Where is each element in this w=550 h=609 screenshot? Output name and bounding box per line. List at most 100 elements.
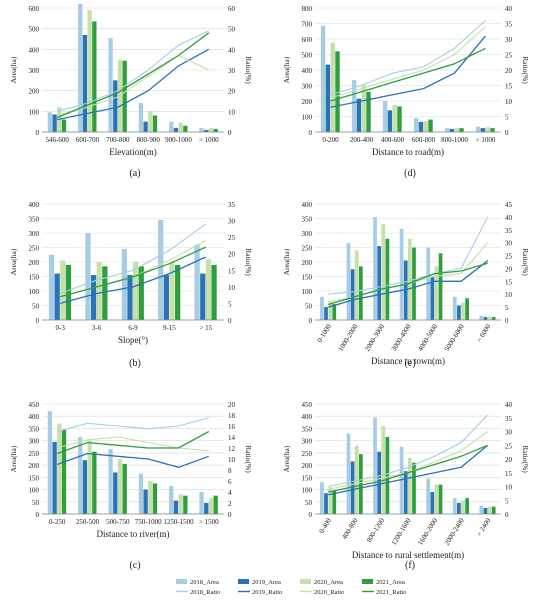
y2-tick-label: 18 — [228, 412, 236, 420]
bar — [213, 495, 218, 514]
legend-item-label: 2019_Area — [252, 579, 281, 586]
bar — [392, 104, 397, 132]
y2-tick-label: 35 — [505, 21, 513, 29]
x-tick-label: 0-400 — [318, 516, 334, 535]
x-tick-label: 900-1000 — [165, 136, 192, 144]
y2-tick-label: 14 — [228, 434, 236, 442]
x-tick-label: 1200-1600 — [390, 516, 413, 546]
bar — [418, 121, 424, 132]
y2-tick-label: 0 — [505, 129, 509, 137]
bar — [65, 264, 72, 320]
bar — [133, 262, 139, 320]
y-tick-label: 250 — [29, 450, 40, 458]
bar — [423, 121, 428, 132]
bar — [490, 128, 495, 132]
y2-tick-label: 10 — [505, 291, 513, 299]
panel-label: (c) — [129, 560, 140, 571]
bar — [457, 305, 461, 320]
y-tick-label: 50 — [305, 499, 313, 507]
y-tick-label: 450 — [302, 401, 313, 409]
y-tick-label: 200 — [302, 462, 313, 470]
y2-tick-label: 30 — [228, 218, 236, 226]
y-tick-label: 300 — [29, 67, 40, 75]
bar — [356, 98, 362, 132]
bar — [183, 495, 188, 514]
bar — [350, 269, 355, 320]
ratio-line — [56, 32, 210, 119]
y-tick-label: 400 — [302, 67, 313, 75]
bar — [408, 457, 412, 514]
bar — [208, 127, 214, 132]
bar — [430, 276, 435, 320]
y-tick-label: 0 — [309, 129, 313, 137]
bar — [178, 122, 183, 132]
x-tick-label: 800-900 — [136, 136, 160, 144]
chart-panel-1: 0 100 200 300 400 500 600 0 10 20 30 40 50 60 546-600 6… — [9, 3, 253, 179]
x-tick-label: 250-500 — [76, 518, 100, 526]
bar — [117, 459, 123, 514]
bar — [152, 483, 158, 514]
y2-tick-label: 45 — [505, 201, 513, 209]
bar — [465, 298, 469, 320]
bar — [173, 127, 179, 132]
y2-tick-label: 10 — [228, 108, 236, 116]
y2-axis-label: Ratio(%) — [244, 445, 253, 473]
y-tick-label: 100 — [302, 487, 313, 495]
bar — [211, 264, 217, 320]
bar — [465, 498, 469, 514]
bar — [52, 114, 57, 132]
y2-tick-label: 30 — [228, 67, 236, 75]
y2-tick-label: 15 — [505, 278, 513, 286]
bar — [335, 51, 340, 132]
y-tick-label: 300 — [302, 438, 313, 446]
ratio-line — [328, 260, 489, 308]
bar — [346, 433, 351, 514]
x-tick-label: 750-1000 — [135, 518, 162, 526]
bar — [399, 446, 404, 514]
y-tick-label: 200 — [29, 259, 40, 267]
x-axis-label: Distance to rural settlement(m) — [352, 550, 464, 560]
bar — [87, 440, 92, 514]
y-tick-label: 350 — [29, 216, 40, 224]
x-tick-label: 5000-6000 — [443, 322, 466, 352]
y-tick-label: 200 — [29, 462, 40, 470]
y2-tick-label: 10 — [505, 98, 513, 106]
y-tick-label: 400 — [29, 46, 40, 54]
y2-tick-label: 35 — [505, 227, 513, 235]
bar — [408, 238, 412, 320]
y2-tick-label: 6 — [228, 478, 232, 486]
y-axis-label: Area(ha) — [9, 248, 18, 275]
bar — [102, 266, 108, 320]
bar — [387, 110, 393, 132]
legend-item-label: 2019_Ratio — [252, 589, 282, 596]
bar — [57, 423, 62, 514]
x-tick-label: > 15 — [199, 324, 212, 332]
bar — [158, 219, 164, 320]
bar — [199, 127, 204, 132]
y2-tick-label: 5 — [505, 497, 509, 505]
x-tick-label: 600-700 — [76, 136, 100, 144]
bar — [163, 275, 169, 320]
y-tick-label: 800 — [302, 5, 313, 13]
legend: 2018_Area 2019_Area 2020_Area 2021_Area 2018… — [176, 579, 406, 596]
bar — [204, 503, 209, 514]
ratio-line — [60, 246, 207, 298]
y2-tick-label: 2 — [228, 500, 232, 508]
y-tick-label: 400 — [29, 201, 40, 209]
x-tick-label: 2000-2400 — [443, 516, 466, 546]
y2-tick-label: 20 — [505, 456, 513, 464]
y-axis-label: Area(ha) — [282, 56, 291, 83]
bar — [377, 246, 382, 320]
bar — [483, 507, 488, 514]
y-axis-label: Area(ha) — [282, 445, 291, 472]
y-tick-label: 300 — [29, 438, 40, 446]
x-tick-label: > 6000 — [475, 322, 492, 343]
y-tick-label: 500 — [302, 52, 313, 60]
bar — [438, 484, 443, 514]
y-tick-label: 100 — [29, 487, 40, 495]
bar — [412, 462, 416, 514]
x-tick-label: 0-1000 — [316, 322, 334, 343]
bar — [54, 273, 60, 320]
y-tick-label: 500 — [29, 26, 40, 34]
